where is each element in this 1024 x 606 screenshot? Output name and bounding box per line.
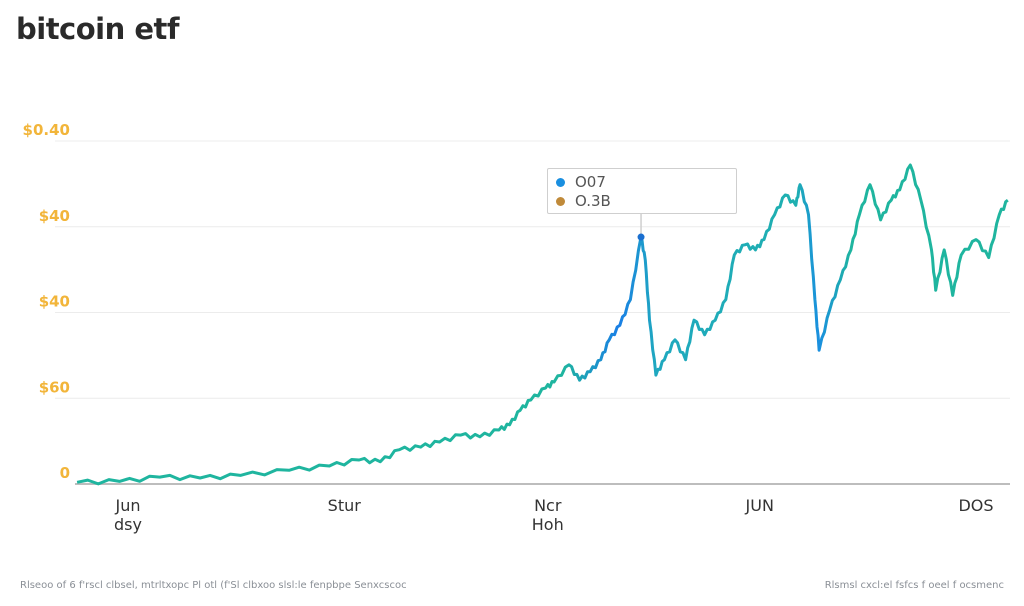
y-tick-label: $40	[39, 207, 70, 225]
x-tick-sublabel: Hoh	[532, 515, 564, 534]
tooltip-value: O07	[575, 173, 606, 191]
x-tick-label: Stur	[328, 496, 362, 515]
y-tick-label: $0.40	[23, 121, 70, 139]
source-note: Rlseoo of 6 f'rscl clbsel, mtrltxopc Pl …	[20, 580, 407, 591]
highlight-point	[637, 233, 645, 241]
y-tick-label: 0	[60, 464, 70, 482]
series-dot-icon	[556, 177, 565, 187]
credit-note: Rlsmsl cxcl:el fsfcs f oeel f ocsmenc	[824, 580, 1004, 591]
x-tick-label: Jun	[115, 496, 141, 515]
x-tick-sublabel: dsy	[114, 515, 142, 534]
chart-title: bitcoin etf	[16, 12, 180, 46]
x-tick-label: JUN	[745, 496, 774, 515]
gridlines	[55, 140, 1010, 399]
tooltip-value: O.3B	[575, 192, 611, 210]
series-dot-icon	[556, 196, 565, 206]
x-tick-label: Ncr	[534, 496, 562, 515]
y-tick-label: $40	[39, 293, 70, 311]
series-line	[76, 163, 1009, 486]
y-axis-labels: 0 $60 $40 $40 $0.40	[23, 121, 70, 482]
tooltip-row: O07	[556, 173, 606, 191]
tooltip: O07 O.3B	[547, 168, 737, 214]
y-tick-label: $60	[39, 378, 70, 396]
x-tick-label: DOS	[958, 496, 993, 515]
tooltip-row: O.3B	[556, 192, 611, 210]
